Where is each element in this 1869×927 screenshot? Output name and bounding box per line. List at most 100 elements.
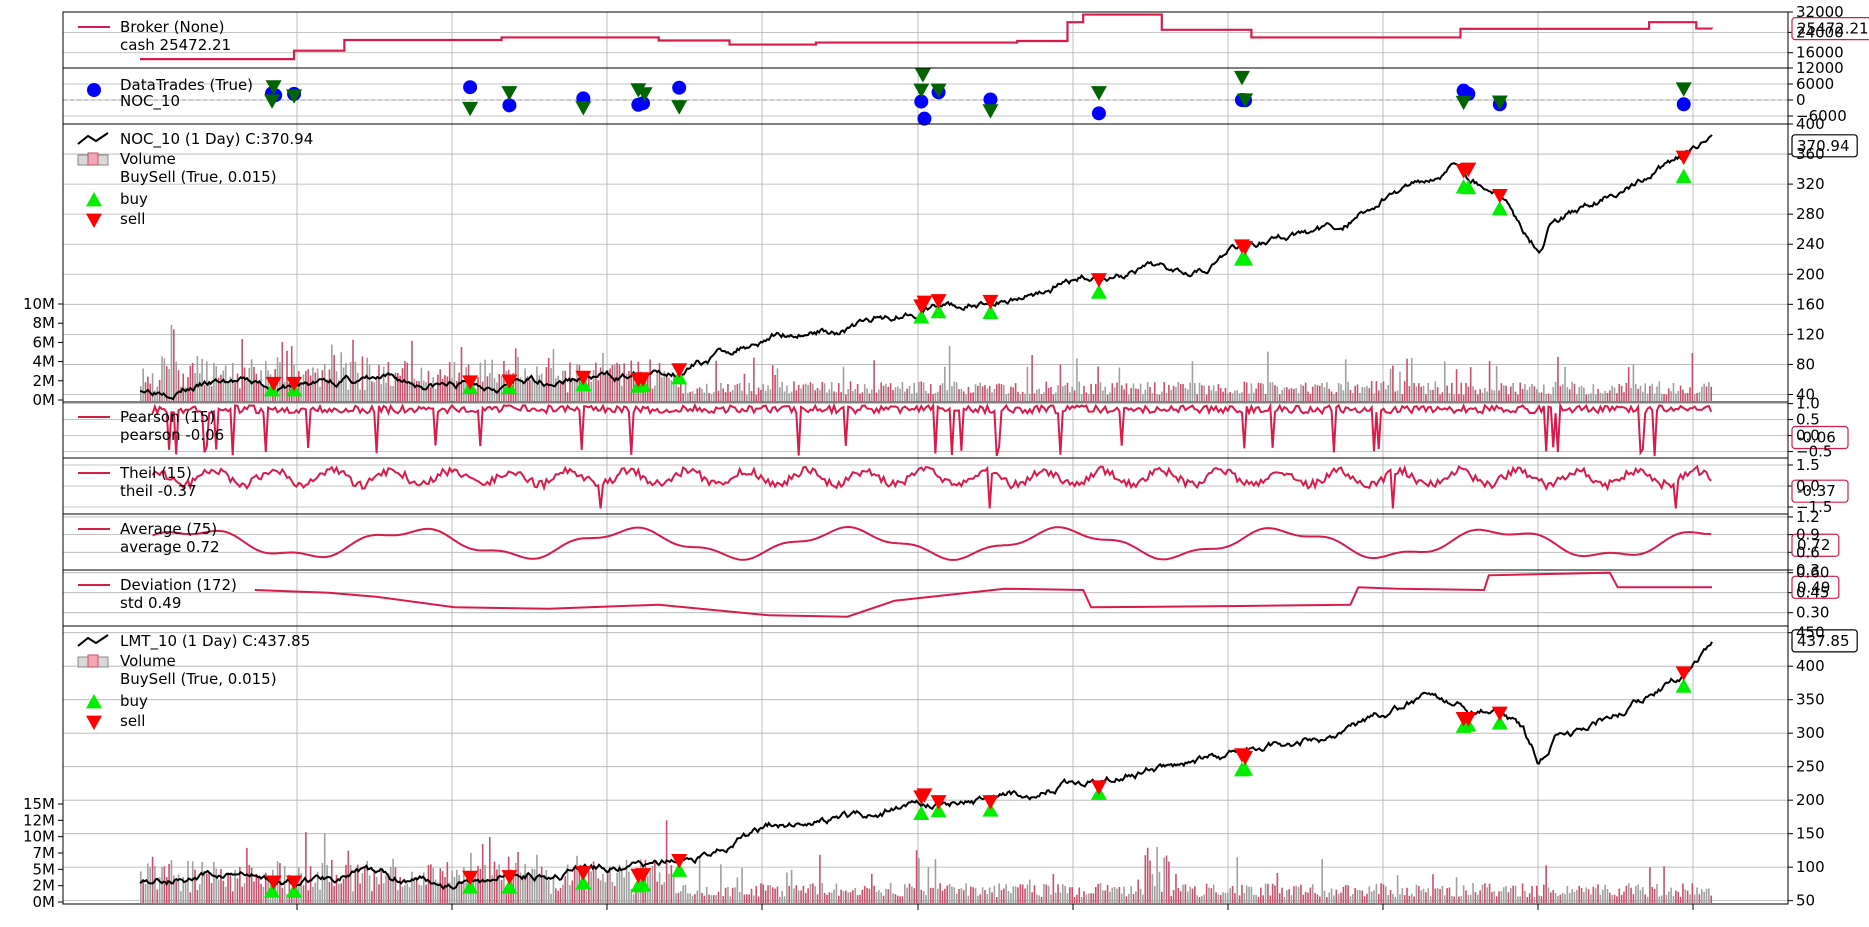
last-value-box xyxy=(1791,629,1858,653)
volume-bar xyxy=(630,888,633,903)
volume-bar xyxy=(748,382,750,401)
volume-bar xyxy=(599,367,602,401)
volume-bar xyxy=(1505,385,1507,401)
volume-bar xyxy=(1408,386,1411,401)
volume-bar xyxy=(1300,884,1302,903)
volume-bar xyxy=(1677,390,1680,401)
volume-bar xyxy=(1194,383,1196,401)
volume-bar xyxy=(691,895,694,903)
volume-bar xyxy=(918,858,920,903)
trade-point xyxy=(1676,97,1691,112)
volume-bar xyxy=(1547,887,1550,903)
volume-bar xyxy=(609,368,611,401)
volume-bar xyxy=(458,874,460,903)
volume-bar xyxy=(1245,382,1248,401)
volume-bar xyxy=(1231,393,1234,401)
volume-bar xyxy=(932,394,934,401)
volume-bar xyxy=(585,890,588,903)
volume-bar xyxy=(1460,382,1463,401)
volume-bar xyxy=(828,389,831,401)
volume-bar xyxy=(1502,385,1505,401)
volume-bar xyxy=(1250,383,1253,401)
volume-bar xyxy=(1528,893,1531,903)
volume-bar xyxy=(913,888,916,903)
volume-bar xyxy=(1314,893,1316,903)
volume-bar xyxy=(1554,892,1557,903)
volume-bar xyxy=(1135,388,1137,401)
volume-bar xyxy=(1493,891,1496,903)
volume-bar xyxy=(757,387,760,401)
last-value-box xyxy=(1791,575,1840,599)
volume-bar xyxy=(1505,886,1507,903)
volume-bar xyxy=(856,383,859,401)
volume-bar xyxy=(1007,890,1010,903)
volume-bar xyxy=(1455,877,1458,903)
volume-bar xyxy=(689,391,692,401)
volume-bar xyxy=(1097,366,1099,401)
volume-bar xyxy=(1625,885,1628,903)
volume-bar xyxy=(1377,390,1380,401)
volume-bar xyxy=(434,879,437,903)
volume-bar xyxy=(524,864,526,903)
volume-bar xyxy=(1153,886,1156,903)
volume-bar xyxy=(1526,896,1529,903)
volume-bar xyxy=(1623,392,1625,401)
volume-bar xyxy=(656,881,659,903)
y-tick-label-left: 12M xyxy=(23,811,55,829)
volume-bar xyxy=(425,382,427,401)
volume-bar xyxy=(1201,895,1203,903)
volume-bar xyxy=(1194,886,1196,903)
volume-bar xyxy=(1394,391,1397,401)
volume-bar xyxy=(1285,387,1288,401)
volume-bar xyxy=(1578,387,1580,401)
volume-bar xyxy=(1205,394,1208,401)
volume-bar xyxy=(340,883,343,903)
volume-bar xyxy=(385,382,387,401)
volume-bar xyxy=(677,387,680,401)
volume-bar xyxy=(779,896,781,903)
volume-bar xyxy=(1467,386,1470,401)
volume-bar xyxy=(1288,889,1290,903)
buy-marker xyxy=(1675,678,1692,693)
volume-bar xyxy=(1627,367,1630,401)
legend-label: average 0.72 xyxy=(120,538,220,556)
volume-bar xyxy=(1297,393,1300,401)
volume-bar xyxy=(477,866,479,903)
volume-bar xyxy=(213,862,215,903)
volume-bar xyxy=(1182,884,1184,903)
volume-bar xyxy=(408,381,411,401)
volume-bar xyxy=(529,876,531,903)
volume-bar xyxy=(1543,884,1545,903)
volume-bar xyxy=(1196,895,1198,903)
volume-bar xyxy=(830,382,833,401)
volume-bar xyxy=(229,874,232,903)
volume-bar xyxy=(333,885,335,903)
volume-bar xyxy=(885,383,887,401)
volume-bar xyxy=(644,859,647,903)
volume-bar xyxy=(774,888,776,903)
volume-bar xyxy=(234,382,236,401)
volume-bar xyxy=(1646,393,1649,401)
sell-marker xyxy=(916,295,933,311)
volume-bar xyxy=(1135,891,1137,903)
volume-bar xyxy=(1512,885,1514,903)
panel-average xyxy=(62,513,1840,571)
volume-bar xyxy=(1097,884,1099,903)
volume-bar xyxy=(1564,893,1566,903)
volume-bar xyxy=(965,883,967,903)
volume-bar xyxy=(427,865,430,903)
volume-bar xyxy=(715,360,717,401)
volume-bar xyxy=(361,873,364,903)
legend-label: Volume xyxy=(120,652,176,670)
volume-bar xyxy=(698,855,701,903)
volume-bar xyxy=(503,360,505,401)
volume-bar xyxy=(1682,883,1684,903)
volume-bar xyxy=(307,890,310,903)
volume-bar xyxy=(1139,383,1142,401)
volume-bar xyxy=(1415,884,1418,903)
volume-bar xyxy=(1634,885,1637,903)
trade-triangle xyxy=(930,83,947,98)
volume-bar xyxy=(1349,896,1352,903)
y-tick-label-right: 0.60 xyxy=(1796,564,1829,582)
volume-bar xyxy=(1146,847,1149,903)
